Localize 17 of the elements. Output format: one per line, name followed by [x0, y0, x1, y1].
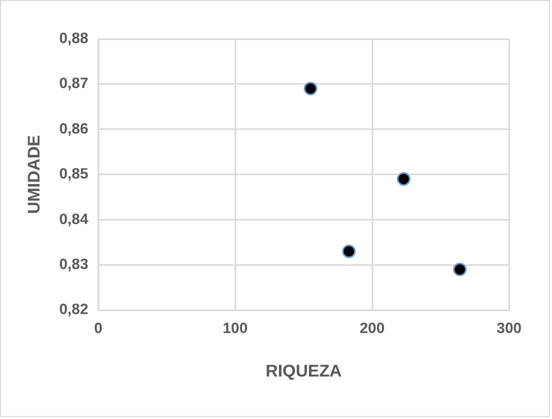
point	[396, 172, 410, 186]
x-tick-label: 0	[94, 320, 102, 338]
point	[304, 82, 318, 96]
y-tick-label: 0,88	[59, 30, 88, 47]
y-tick-label: 0,87	[59, 75, 88, 92]
x-axis-title: RIQUEZA	[266, 362, 342, 381]
y-tick-label: 0,83	[59, 256, 88, 274]
y-tick-label: 0,82	[59, 301, 88, 318]
x-tick-label: 200	[360, 320, 385, 338]
y-axis-title: UMIDADE	[24, 135, 44, 214]
point	[453, 262, 467, 276]
x-tick-label: 100	[222, 320, 248, 338]
y-tick-label: 0,86	[59, 120, 88, 138]
y-tick-label: 0,85	[59, 166, 88, 183]
y-tick-label: 0,84	[59, 210, 89, 228]
x-tick-label: 300	[496, 320, 522, 338]
point	[342, 244, 356, 258]
